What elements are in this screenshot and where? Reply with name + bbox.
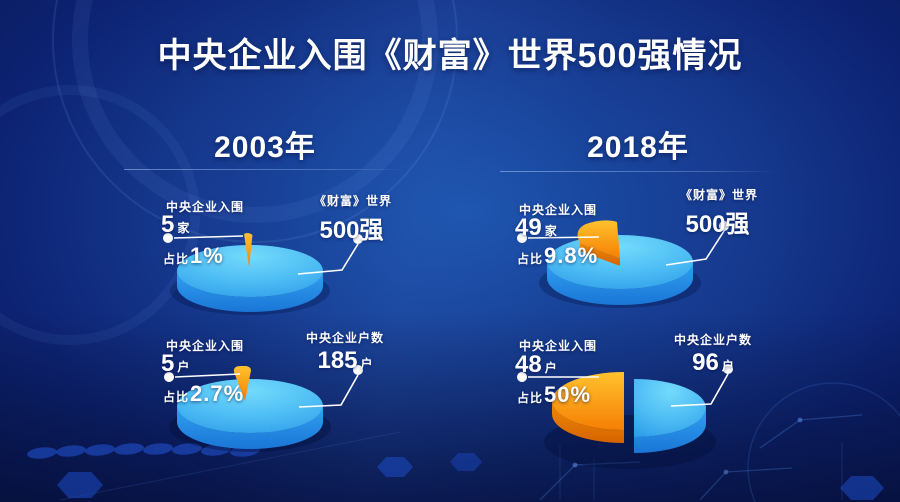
share-prefix: 占比 xyxy=(163,390,190,404)
metric-number: 49 xyxy=(515,214,542,241)
metric-unit: 户 xyxy=(177,360,191,374)
reference-label: 中央企业户数 185 户 xyxy=(290,329,400,375)
metric-value: 49 家 xyxy=(515,214,558,242)
metric-label: 中央企业入围 xyxy=(166,339,245,353)
column-header-2018: 2018年 xyxy=(587,131,689,164)
callout-dot xyxy=(517,233,527,243)
slice-50pct-blue-side xyxy=(634,408,706,453)
pie-2003-enterprise-count xyxy=(164,365,363,452)
share-value: 占比 50% xyxy=(517,382,591,408)
share-prefix: 占比 xyxy=(517,252,544,266)
reference-label: 《财富》世界 500强 xyxy=(297,192,409,245)
callout-dot xyxy=(517,372,527,382)
slice-9-8pct xyxy=(577,220,620,258)
callout-dot xyxy=(723,364,733,374)
metric-number: 48 xyxy=(515,351,542,378)
callout-line xyxy=(173,235,244,239)
reference-value: 185 户 xyxy=(317,347,373,374)
share-value: 占比 2.7% xyxy=(163,381,244,407)
page-title: 中央企业入围《财富》世界500强情况 xyxy=(157,37,743,75)
share-value: 占比 1% xyxy=(163,243,224,269)
slice-50pct-blue xyxy=(634,379,706,437)
metric-number: 5 xyxy=(161,350,175,377)
share-percent: 50% xyxy=(544,382,592,407)
reference-title: 《财富》世界 xyxy=(313,194,392,208)
callout-line xyxy=(670,373,729,407)
hexagon-decoration xyxy=(57,453,884,500)
pie-2018-enterprise-count xyxy=(517,364,733,469)
share-prefix: 占比 xyxy=(517,391,544,405)
reference-label: 中央企业户数 96 户 xyxy=(658,331,768,377)
callout-dot xyxy=(353,234,363,244)
pie-2003-fortune-500 xyxy=(163,232,363,315)
pie-2018-fortune-500 xyxy=(517,220,729,308)
callout-line xyxy=(527,236,600,239)
callout-dot xyxy=(163,233,173,243)
reference-value: 96 户 xyxy=(692,349,734,376)
reference-title: 中央企业户数 xyxy=(305,331,384,345)
callout-dot xyxy=(164,372,174,382)
callout-dot xyxy=(353,365,363,375)
share-percent: 1% xyxy=(190,243,224,268)
metric-unit: 户 xyxy=(544,361,558,375)
slice-50pct-orange-side xyxy=(552,401,624,443)
dot-row-decoration xyxy=(27,443,260,459)
share-prefix: 占比 xyxy=(163,252,190,266)
metric-value: 48 户 xyxy=(515,351,558,379)
metric-unit: 家 xyxy=(544,224,558,238)
callout-dot xyxy=(719,221,729,231)
metric-unit: 家 xyxy=(177,221,191,235)
slice-50pct-orange xyxy=(552,372,624,430)
callout-line xyxy=(665,230,725,266)
reference-title: 《财富》世界 xyxy=(679,188,758,202)
callout-line xyxy=(297,243,359,275)
metric-label: 中央企业入围 xyxy=(519,339,598,353)
reference-value: 500强 xyxy=(685,211,750,238)
share-percent: 9.8% xyxy=(544,243,599,268)
metric-label: 中央企业入围 xyxy=(166,200,245,214)
share-percent: 2.7% xyxy=(190,381,245,406)
metric-label: 中央企业入围 xyxy=(519,203,598,217)
callout-line xyxy=(298,374,359,408)
metric-number: 5 xyxy=(161,211,175,238)
reference-value: 500强 xyxy=(319,217,384,244)
reference-label: 《财富》世界 500强 xyxy=(663,186,775,239)
callout-line xyxy=(174,373,241,378)
slice-9-8pct-side xyxy=(580,243,620,266)
column-header-2003: 2003年 xyxy=(214,131,316,164)
share-value: 占比 9.8% xyxy=(517,243,598,269)
column-divider-2018 xyxy=(500,171,778,172)
column-divider-2003 xyxy=(124,169,405,170)
reference-title: 中央企业户数 xyxy=(673,333,752,347)
slice-1pct xyxy=(244,232,253,267)
